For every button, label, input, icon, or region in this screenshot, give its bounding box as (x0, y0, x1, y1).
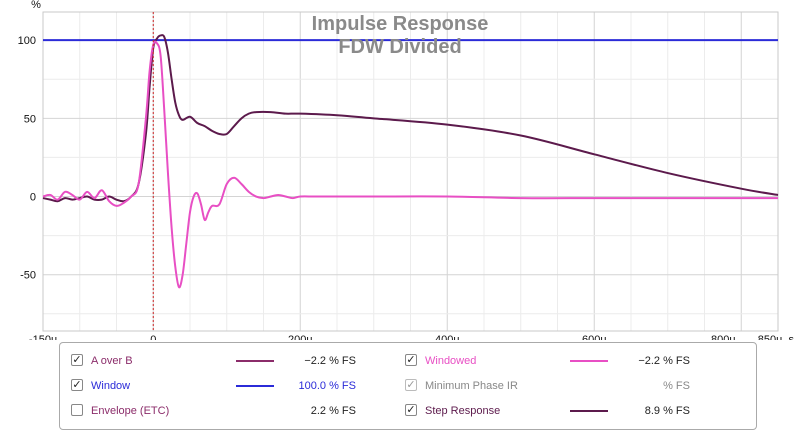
legend-label: Envelope (ETC) (91, 405, 170, 417)
legend-value: 100.0 % FS (298, 380, 356, 392)
chart-subtitle: FDW Divided (338, 36, 461, 58)
x-tick-label: 200u (288, 334, 312, 340)
legend-label: A over B (91, 355, 133, 367)
series-layer (42, 34, 779, 289)
grid (43, 12, 778, 331)
x-tick-label: 800u (711, 334, 735, 340)
x-tick-label: 600u (582, 334, 606, 340)
x-axis-unit: s (789, 334, 795, 340)
plot-frame (42, 11, 779, 332)
legend-value: −2.2 % FS (638, 355, 690, 367)
windowed-checkbox[interactable]: ✓ (405, 354, 417, 366)
x-tick-labels: -150u 0 200u 400u 600u 800u 850u (29, 334, 782, 340)
legend-value: % FS (663, 380, 690, 392)
x-tick-label: -150u (29, 334, 57, 340)
legend-item-window: ✓ Window 100.0 % FS (71, 376, 401, 396)
y-tick-label: 0 (30, 192, 36, 204)
y-tick-labels: 100 50 0 -50 (18, 35, 36, 282)
legend-item-envelope-etc-: Envelope (ETC) 2.2 % FS (71, 401, 401, 421)
chart-title: Impulse Response (312, 13, 489, 35)
legend-value: −2.2 % FS (304, 355, 356, 367)
x-tick-label: 0 (150, 334, 156, 340)
window-checkbox[interactable]: ✓ (71, 379, 83, 391)
legend-item-step-response: ✓ Step Response 8.9 % FS (405, 401, 735, 421)
x-tick-label: 400u (435, 334, 459, 340)
series-windowed-line (42, 40, 778, 289)
legend-swatch (570, 360, 608, 362)
legend-swatch (236, 360, 274, 362)
legend-item-minimum-phase-ir: ✓ Minimum Phase IR % FS (405, 376, 735, 396)
legend-label: Step Response (425, 405, 501, 417)
y-tick-label: -50 (20, 270, 36, 282)
legend-item-windowed: ✓ Windowed −2.2 % FS (405, 351, 735, 371)
legend-label: Window (91, 380, 131, 392)
legend-item-a-over-b: ✓ A over B −2.2 % FS (71, 351, 401, 371)
x-tick-label: 850u (758, 334, 782, 340)
series-step-response-line (42, 34, 779, 203)
envelope-etc--checkbox[interactable] (71, 404, 83, 416)
y-tick-label: 100 (18, 35, 36, 47)
legend-label: Minimum Phase IR (425, 380, 518, 392)
impulse-response-chart[interactable]: Impulse Response FDW Divided % s 100500-… (0, 0, 800, 340)
y-tick-label: 50 (24, 113, 36, 125)
y-axis-label: % (31, 0, 41, 11)
legend-panel: ✓ A over B −2.2 % FS ✓ Window 100.0 % FS Envel… (59, 342, 757, 430)
step-response-checkbox[interactable]: ✓ (405, 404, 417, 416)
legend-swatch (570, 410, 608, 412)
legend-value: 2.2 % FS (310, 405, 356, 417)
a-over-b-checkbox[interactable]: ✓ (71, 354, 83, 366)
minimum-phase-ir-checkbox[interactable]: ✓ (405, 379, 417, 391)
legend-swatch (236, 385, 274, 387)
legend-value: 8.9 % FS (644, 405, 690, 417)
legend-label: Windowed (425, 355, 477, 367)
